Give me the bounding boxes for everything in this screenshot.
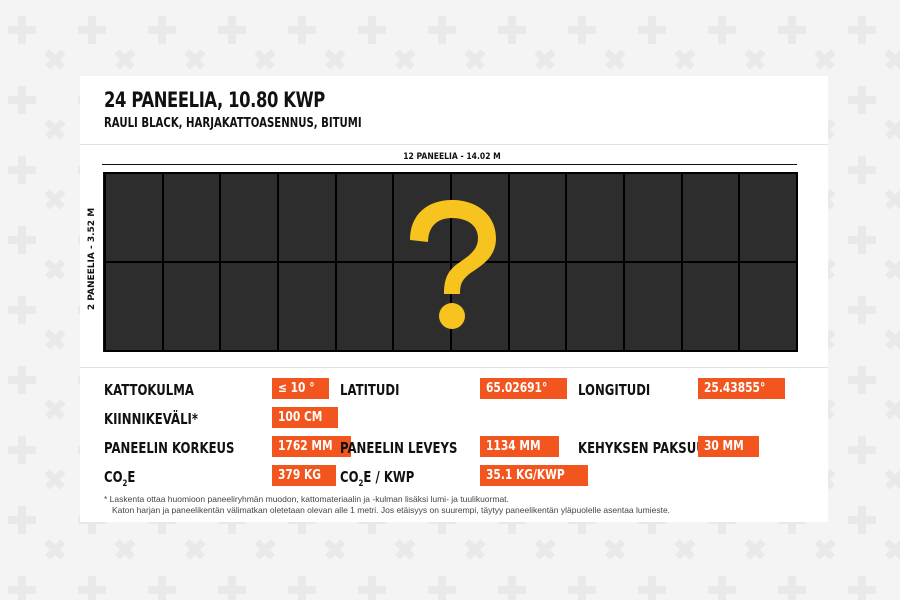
solar-panel [278,262,336,351]
solar-panel [681,173,740,262]
height-dimension-label: 2 PANEELIA - 3.52 M [87,207,97,311]
page-subtitle: RAULI BLACK, HARJAKATTOASENNUS, BITUMI [104,116,362,131]
height-dimension-line [103,172,104,352]
width-dimension-label: 12 PANEELIA - 14.02 M [403,152,501,162]
spec-value-paneelin-korkeus: 1762 MM [272,436,351,457]
solar-panel [566,173,624,262]
solar-panel [105,173,163,262]
solar-panel [739,173,797,262]
solar-panel [278,173,336,262]
spec-value-kattokulma: ≤ 10 ° [272,378,329,399]
question-mark-icon [410,200,496,329]
solar-panel [335,173,394,262]
spec-label-kehyksen-paksuus: KEHYKSEN PAKSUUS [578,439,715,457]
spec-label-kattokulma: KATTOKULMA [104,381,194,399]
solar-panel [739,262,797,351]
solar-panel [220,262,278,351]
footnote-line-1: * Laskenta ottaa huomioon paneeliryhmän … [104,494,509,504]
solar-panel [335,262,394,351]
spec-label-paneelin-korkeus: PANEELIN KORKEUS [104,439,235,457]
solar-panel [220,173,278,262]
divider [80,144,828,145]
spec-value-kiinnikevali: 100 CM [272,407,339,428]
solar-panel [162,173,221,262]
solar-panel [508,173,567,262]
spec-label-latitudi: LATITUDI [340,381,400,399]
spec-value-paneelin-leveys: 1134 MM [480,436,559,457]
spec-label-co2e-kwp: CO2E / KWP [340,468,415,489]
spec-value-co2e-kwp: 35.1 KG/KWP [480,465,589,486]
solar-panel [105,262,163,351]
solar-panel [508,262,567,351]
spec-value-co2e: 379 KG [272,465,337,486]
page-title: 24 PANEELIA, 10.80 KWP [104,88,325,112]
spec-label-kiinnikevali: KIINNIKEVÄLI* [104,410,199,428]
solar-panel [681,262,740,351]
spec-label-paneelin-leveys: PANEELIN LEVEYS [340,439,458,457]
divider [80,367,828,368]
spec-label-longitudi: LONGITUDI [578,381,651,399]
solar-panel [566,262,624,351]
spec-value-latitudi: 65.02691° [480,378,567,399]
solar-panel [162,262,221,351]
info-card: 24 PANEELIA, 10.80 KWP RAULI BLACK, HARJ… [80,76,828,522]
width-dimension-line [102,164,797,165]
solar-panel [393,262,451,351]
solar-panel [624,262,682,351]
spec-value-longitudi: 25.43855° [698,378,785,399]
spec-label-co2e: CO2E [104,468,136,489]
spec-value-kehyksen-paksuus: 30 MM [698,436,759,457]
solar-panel [624,173,682,262]
footnote-line-2: Katon harjan ja paneelikentän välimatkan… [112,505,671,515]
